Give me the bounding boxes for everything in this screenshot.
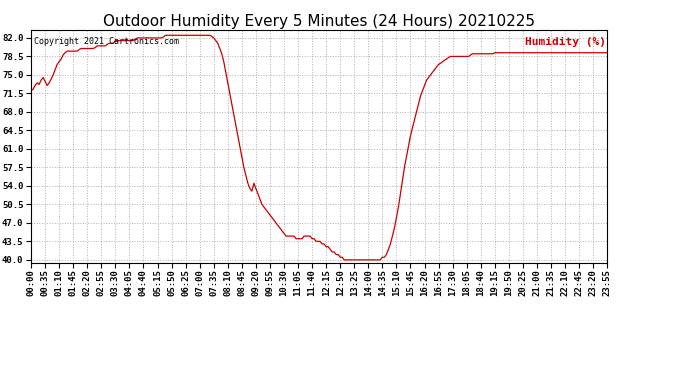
Text: Humidity (%): Humidity (%)	[525, 37, 606, 47]
Text: Copyright 2021 Cartronics.com: Copyright 2021 Cartronics.com	[34, 37, 179, 46]
Title: Outdoor Humidity Every 5 Minutes (24 Hours) 20210225: Outdoor Humidity Every 5 Minutes (24 Hou…	[103, 14, 535, 29]
